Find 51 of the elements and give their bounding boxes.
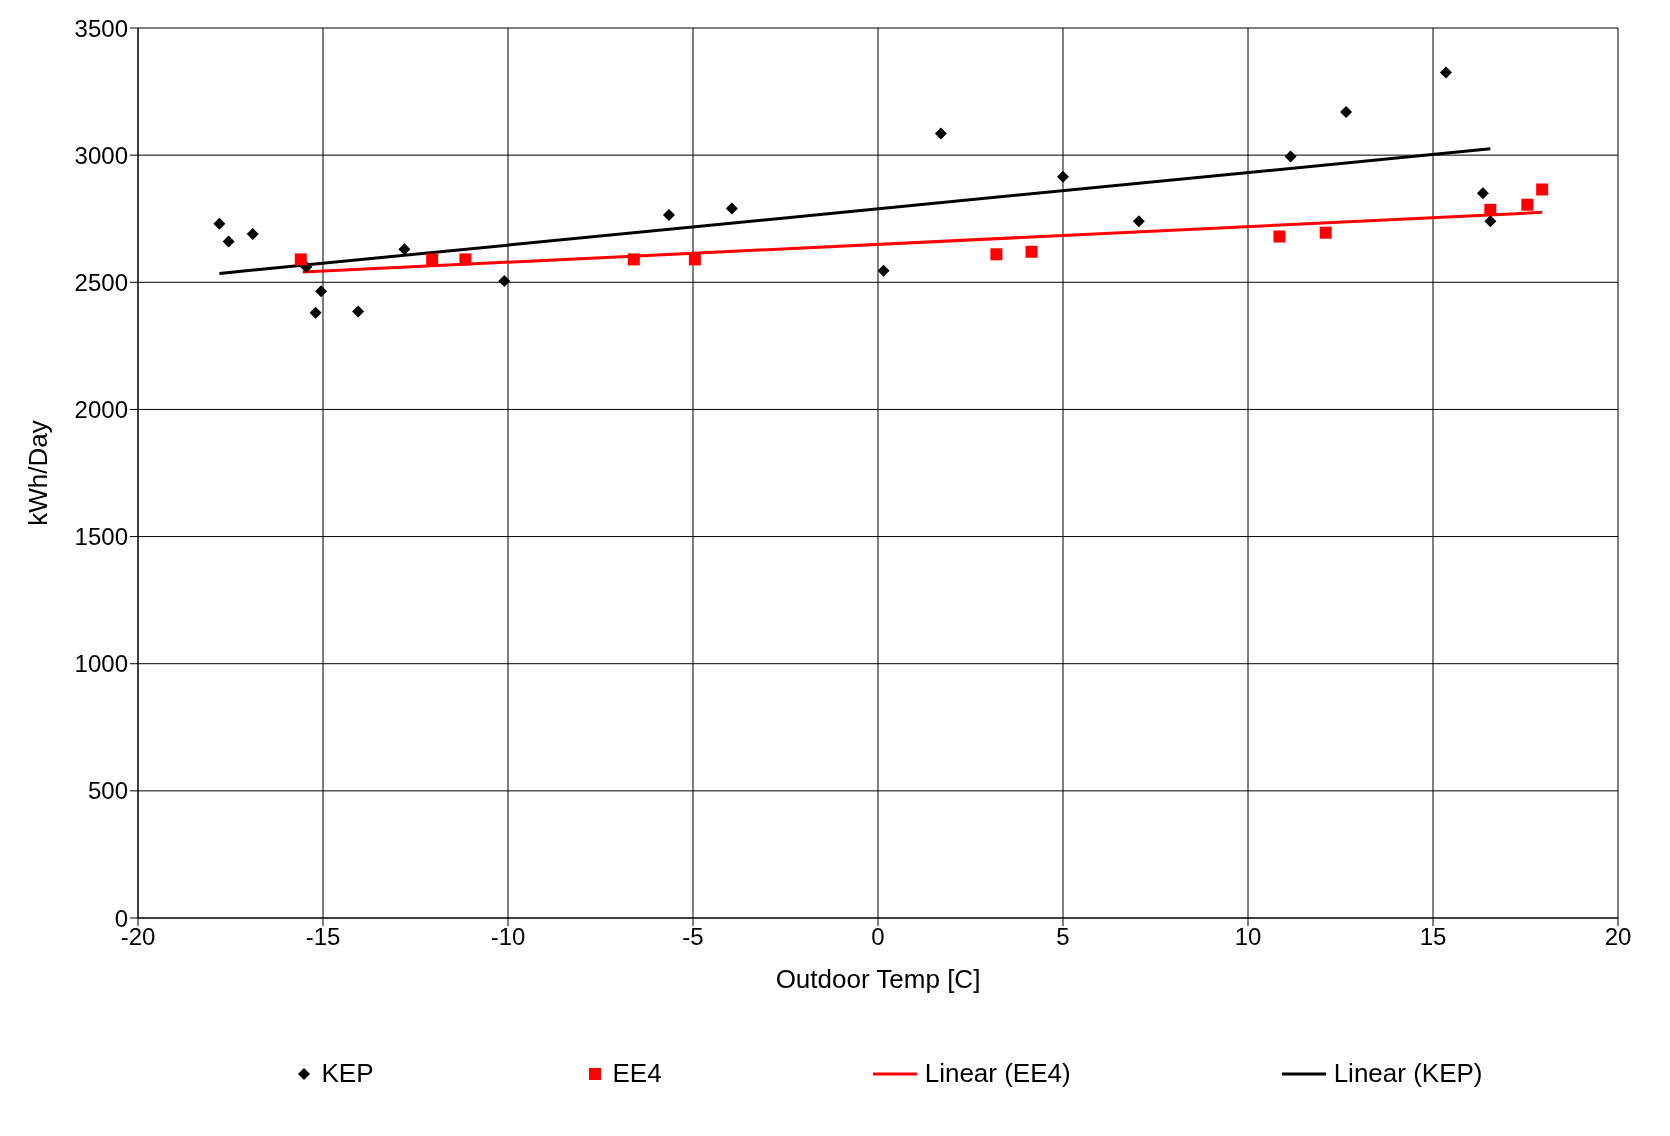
x-tick-label: -15 [305, 923, 341, 951]
point [1284, 150, 1297, 163]
y-tick-label: 3500 [74, 14, 128, 42]
point [1484, 215, 1497, 228]
point [934, 127, 947, 140]
point [352, 305, 365, 318]
point [1484, 203, 1497, 216]
x-tick-label: 5 [1056, 923, 1070, 951]
point [1273, 230, 1286, 243]
point [1057, 170, 1069, 183]
legend-label: Linear (EE4) [924, 1058, 1071, 1089]
y-tick-label: 500 [87, 777, 128, 805]
x-tick-label: 0 [871, 923, 885, 951]
y-tick-label: 1500 [74, 523, 128, 551]
x-axis-title: Outdoor Temp [C] [775, 964, 981, 994]
point [213, 217, 226, 230]
x-tick-label: 20 [1604, 923, 1632, 951]
y-tick-label: 2500 [74, 268, 128, 296]
point [426, 253, 439, 266]
point [222, 235, 235, 248]
point [1439, 66, 1452, 79]
point [1132, 215, 1145, 228]
point [1319, 226, 1332, 239]
point [877, 264, 890, 277]
point [294, 253, 307, 266]
point [1521, 198, 1534, 211]
point [309, 306, 322, 319]
point [246, 227, 259, 240]
point [627, 253, 640, 266]
y-axis-title: kWh/Day [23, 420, 54, 526]
point [498, 275, 511, 288]
point [459, 253, 472, 266]
x-tick-label: -10 [490, 923, 526, 951]
point [990, 248, 1003, 261]
point [1536, 183, 1549, 196]
x-tick-label: -5 [682, 923, 704, 951]
point [315, 285, 328, 298]
legend-label: KEP [321, 1058, 374, 1089]
point [688, 253, 701, 266]
point [1025, 245, 1038, 258]
x-tick-label: 10 [1234, 923, 1262, 951]
point [1340, 105, 1353, 118]
x-tick-label: 15 [1419, 923, 1447, 951]
y-tick-label: 3000 [74, 141, 128, 169]
y-tick-label: 2000 [74, 395, 128, 423]
legend-label: EE4 [612, 1058, 662, 1089]
legend-label: Linear (KEP) [1333, 1058, 1483, 1089]
point [662, 208, 675, 221]
point [1476, 187, 1489, 200]
point [725, 202, 738, 215]
y-tick-label: 1000 [74, 650, 128, 678]
